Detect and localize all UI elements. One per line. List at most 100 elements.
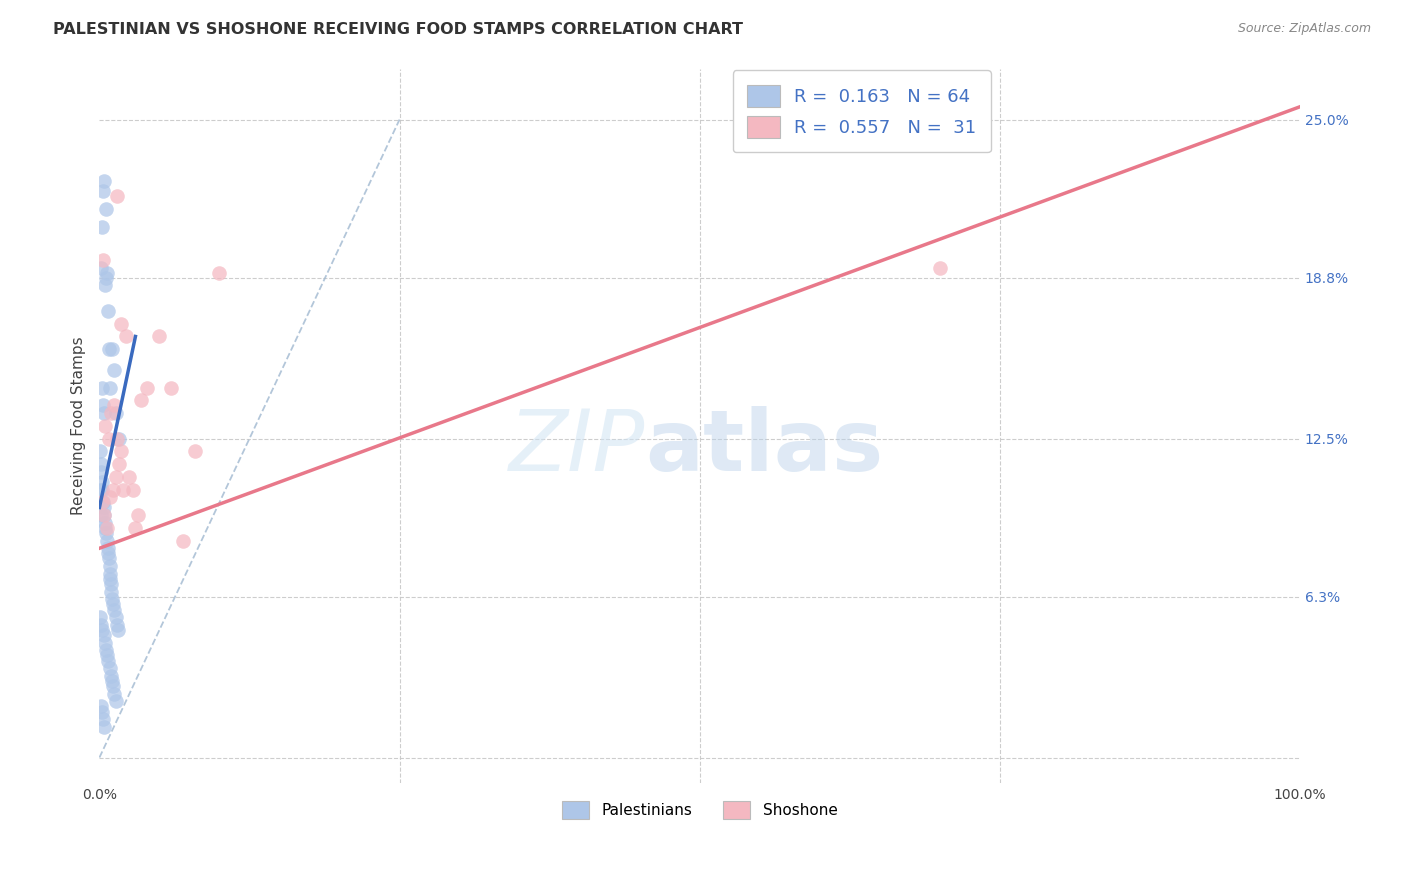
Point — [100, 577, 122, 591]
Point — [98, 490, 121, 504]
Point — [91, 252, 114, 267]
Point — [103, 687, 125, 701]
Point — [90, 219, 112, 234]
Point — [90, 465, 112, 479]
Point — [93, 406, 115, 420]
Point — [101, 679, 124, 693]
Point — [104, 694, 127, 708]
Point — [97, 304, 120, 318]
Point — [94, 270, 117, 285]
Point — [91, 495, 114, 509]
Point — [97, 546, 120, 560]
Point — [90, 699, 112, 714]
Point — [928, 260, 950, 275]
Point — [94, 521, 117, 535]
Point — [90, 475, 112, 489]
Point — [91, 623, 114, 637]
Point — [184, 444, 207, 458]
Y-axis label: Receiving Food Stamps: Receiving Food Stamps — [72, 336, 86, 515]
Point — [107, 623, 129, 637]
Point — [91, 483, 114, 497]
Point — [90, 260, 112, 275]
Point — [100, 669, 122, 683]
Point — [93, 628, 115, 642]
Point — [96, 648, 118, 663]
Point — [103, 602, 125, 616]
Point — [110, 317, 132, 331]
Point — [101, 592, 124, 607]
Text: ZIP: ZIP — [509, 406, 645, 489]
Point — [160, 380, 183, 394]
Point — [110, 444, 132, 458]
Point — [96, 521, 118, 535]
Point — [91, 712, 114, 726]
Point — [172, 533, 194, 548]
Point — [90, 495, 112, 509]
Point — [96, 525, 118, 540]
Point — [122, 483, 145, 497]
Point — [101, 483, 124, 497]
Point — [105, 470, 128, 484]
Point — [90, 380, 112, 394]
Point — [89, 483, 111, 497]
Point — [112, 483, 135, 497]
Point — [124, 521, 146, 535]
Point — [94, 516, 117, 530]
Point — [105, 617, 128, 632]
Point — [94, 418, 117, 433]
Point — [94, 202, 117, 216]
Point — [96, 266, 118, 280]
Point — [90, 617, 112, 632]
Point — [103, 398, 125, 412]
Point — [104, 610, 127, 624]
Point — [93, 500, 115, 515]
Point — [89, 610, 111, 624]
Point — [98, 566, 121, 581]
Point — [131, 393, 153, 408]
Text: PALESTINIAN VS SHOSHONE RECEIVING FOOD STAMPS CORRELATION CHART: PALESTINIAN VS SHOSHONE RECEIVING FOOD S… — [53, 22, 744, 37]
Point — [118, 470, 141, 484]
Point — [115, 329, 138, 343]
Text: Source: ZipAtlas.com: Source: ZipAtlas.com — [1237, 22, 1371, 36]
Point — [93, 508, 115, 522]
Point — [107, 189, 129, 203]
Point — [91, 398, 114, 412]
Point — [98, 380, 121, 394]
Point — [98, 432, 121, 446]
Point — [89, 457, 111, 471]
Point — [127, 508, 149, 522]
Point — [93, 720, 115, 734]
Point — [91, 184, 114, 198]
Point — [97, 541, 120, 556]
Point — [148, 329, 170, 343]
Point — [94, 278, 117, 293]
Point — [93, 174, 115, 188]
Point — [136, 380, 159, 394]
Point — [98, 559, 121, 574]
Point — [103, 362, 125, 376]
Point — [100, 572, 122, 586]
Point — [107, 457, 129, 471]
Text: atlas: atlas — [645, 406, 884, 489]
Point — [101, 343, 124, 357]
Point — [108, 432, 131, 446]
Point — [100, 406, 122, 420]
Legend: Palestinians, Shoshone: Palestinians, Shoshone — [555, 795, 844, 825]
Point — [101, 673, 124, 688]
Point — [97, 654, 120, 668]
Point — [105, 406, 128, 420]
Point — [98, 343, 121, 357]
Point — [90, 508, 112, 522]
Point — [93, 636, 115, 650]
Point — [869, 107, 891, 121]
Point — [103, 598, 125, 612]
Point — [93, 508, 115, 522]
Point — [98, 661, 121, 675]
Point — [96, 533, 118, 548]
Point — [91, 705, 114, 719]
Point — [107, 432, 129, 446]
Point — [208, 266, 231, 280]
Point — [100, 584, 122, 599]
Point — [94, 643, 117, 657]
Point — [97, 551, 120, 566]
